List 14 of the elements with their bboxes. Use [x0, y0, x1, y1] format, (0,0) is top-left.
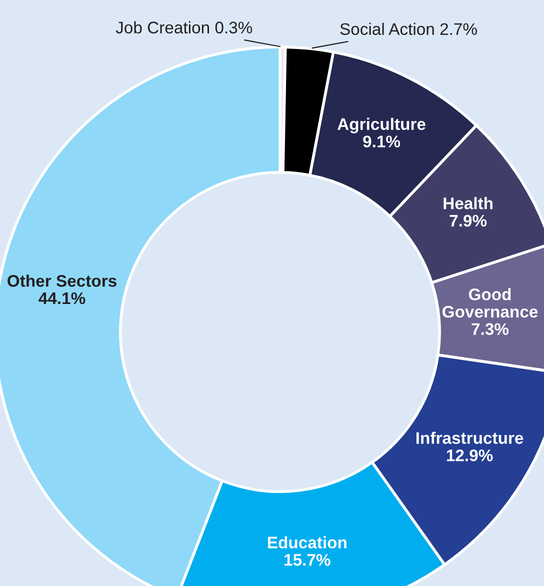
slice-label: Job Creation 0.3%	[116, 21, 252, 34]
data-label: 44.1%	[38, 292, 86, 304]
slice-label: Other Sectors	[8, 274, 116, 287]
slice-label: Education	[268, 536, 346, 548]
data-label: 9.1%	[363, 136, 400, 148]
slice-label: Social Action 2.7%	[340, 22, 477, 36]
slice-label: Health	[444, 197, 493, 210]
data-label: 12.9%	[446, 449, 493, 462]
data-label: 7.3%	[472, 323, 509, 336]
data-label: 7.9%	[450, 214, 487, 227]
data-label: 15.7%	[284, 554, 330, 566]
slice-label: Infrastructure	[416, 432, 524, 444]
slice-label: Agriculture	[338, 118, 426, 134]
slice-label: Good Governance	[442, 288, 538, 318]
